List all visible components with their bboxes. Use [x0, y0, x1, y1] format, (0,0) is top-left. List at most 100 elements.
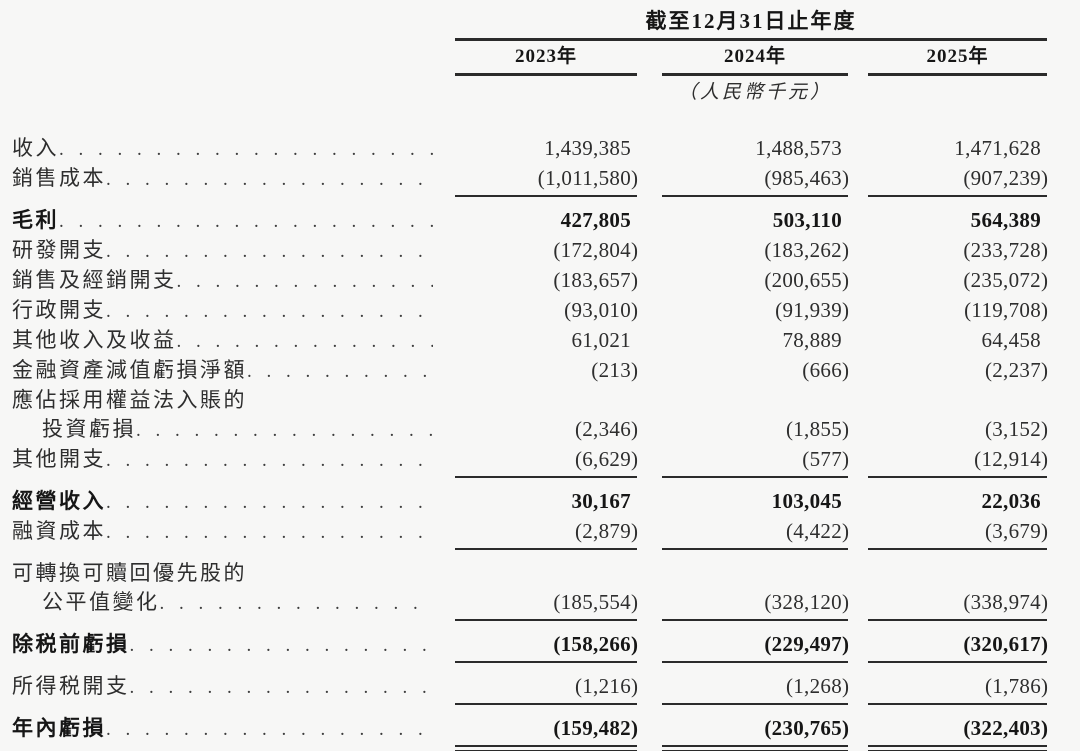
row-label: 收入 [12, 136, 59, 160]
year-column-2025: 2025年 [868, 43, 1047, 76]
value-2023: 30,167 [571, 489, 631, 513]
value-2023: (185,554) [455, 588, 638, 621]
table-body: 收入 1,439,385 1,488,573 1,471,628 銷售成本 (1… [0, 134, 1080, 751]
row-label: 毛利 [12, 208, 59, 232]
dot-leader [106, 445, 433, 475]
value-2025: (322,403) [868, 714, 1048, 751]
table-row: 收入 1,439,385 1,488,573 1,471,628 [0, 134, 1080, 164]
value-2025: (3,679) [868, 517, 1048, 550]
table-row: 金融資產減值虧損淨額 (213) (666) (2,237) [0, 356, 1080, 386]
value-2024: (230,765) [662, 714, 849, 751]
value-2024: (1,855) [785, 417, 850, 441]
value-2025: (338,974) [868, 588, 1048, 621]
row-label-cell: 年內虧損 [12, 714, 445, 744]
row-label-cell: 所得税開支 [12, 672, 445, 702]
row-label-cell: 可轉換可贖回優先股的 [12, 559, 445, 588]
row-label-cell: 銷售及經銷開支 [12, 266, 445, 296]
year-columns-header: 2023年 2024年 2025年 [455, 43, 1047, 76]
dot-leader [130, 672, 434, 702]
value-2023: 427,805 [560, 208, 631, 232]
dot-leader [106, 517, 433, 547]
row-label-cell: 其他收入及收益 [12, 326, 445, 356]
value-2025: (233,728) [963, 238, 1049, 262]
value-2023: (1,011,580) [455, 164, 638, 197]
period-header: 截至12月31日止年度 [645, 9, 857, 33]
dot-leader [130, 630, 434, 660]
table-row: 研發開支 (172,804) (183,262) (233,728) [0, 236, 1080, 266]
value-2024: (985,463) [662, 164, 849, 197]
dot-leader [247, 356, 433, 386]
row-label: 研發開支 [12, 238, 106, 262]
dot-leader [59, 206, 433, 236]
value-2024: 1,488,573 [755, 136, 842, 160]
table-row: 除税前虧損 (158,266) (229,497) (320,617) [0, 630, 1080, 663]
value-2025: (12,914) [868, 445, 1048, 478]
table-row: 行政開支 (93,010) (91,939) (119,708) [0, 296, 1080, 326]
table-row: 所得税開支 (1,216) (1,268) (1,786) [0, 672, 1080, 705]
value-2024: 78,889 [782, 328, 842, 352]
value-2025: (907,239) [868, 164, 1048, 197]
table-row: 經營收入 30,167 103,045 22,036 [0, 487, 1080, 517]
row-label: 其他開支 [12, 447, 106, 471]
value-2025: 564,389 [970, 208, 1041, 232]
row-label-cell: 行政開支 [12, 296, 445, 326]
value-2023: (2,346) [574, 417, 639, 441]
value-2024: (1,268) [662, 672, 849, 705]
row-label: 投資虧損 [42, 417, 136, 441]
table-row: 應佔採用權益法入賬的 [0, 386, 1080, 415]
year-column-2023: 2023年 [455, 43, 637, 76]
row-label: 公平值變化 [42, 590, 160, 614]
value-2024: (200,655) [764, 268, 850, 292]
value-2025: (320,617) [868, 630, 1048, 663]
row-label: 行政開支 [12, 298, 106, 322]
dot-leader [136, 415, 433, 445]
value-2023: 61,021 [571, 328, 631, 352]
row-label-cell: 經營收入 [12, 487, 445, 517]
value-2024: (91,939) [775, 298, 850, 322]
value-2025: 22,036 [981, 489, 1041, 513]
row-label: 銷售及經銷開支 [12, 268, 177, 292]
value-2023: (213) [591, 358, 639, 382]
value-2025: 64,458 [981, 328, 1041, 352]
row-label: 金融資產減值虧損淨額 [12, 358, 247, 382]
table-row: 可轉換可贖回優先股的 [0, 559, 1080, 588]
value-2024: (4,422) [662, 517, 849, 550]
year-column-2024: 2024年 [662, 43, 848, 76]
dot-leader [177, 266, 434, 296]
row-label: 除税前虧損 [12, 632, 130, 656]
value-2023: (1,216) [455, 672, 638, 705]
dot-leader [160, 588, 434, 618]
row-label: 融資成本 [12, 519, 106, 543]
dot-leader [59, 134, 433, 164]
table-row: 其他開支 (6,629) (577) (12,914) [0, 445, 1080, 478]
row-label-cell: 公平值變化 [12, 588, 445, 618]
value-2023: 1,439,385 [544, 136, 631, 160]
table-row: 毛利 427,805 503,110 564,389 [0, 206, 1080, 236]
dot-leader [106, 296, 433, 326]
dot-leader [177, 326, 434, 356]
value-2024: (666) [802, 358, 850, 382]
dot-leader [106, 714, 433, 744]
value-2024: (229,497) [662, 630, 849, 663]
row-label: 其他收入及收益 [12, 328, 177, 352]
value-2025: (1,786) [868, 672, 1048, 705]
row-label: 年內虧損 [12, 716, 106, 740]
row-label: 應佔採用權益法入賬的 [12, 388, 247, 412]
value-2025: (235,072) [963, 268, 1049, 292]
table-row: 公平值變化 (185,554) (328,120) (338,974) [0, 588, 1080, 621]
value-2023: (6,629) [455, 445, 638, 478]
table-row: 其他收入及收益 61,021 78,889 64,458 [0, 326, 1080, 356]
table-row: 銷售及經銷開支 (183,657) (200,655) (235,072) [0, 266, 1080, 296]
value-2025: (3,152) [984, 417, 1049, 441]
value-2023: (159,482) [455, 714, 638, 751]
dot-leader [106, 164, 433, 194]
row-label-cell: 金融資產減值虧損淨額 [12, 356, 445, 386]
value-2024: 103,045 [771, 489, 842, 513]
row-label-cell: 投資虧損 [12, 415, 445, 445]
value-2023: (172,804) [553, 238, 639, 262]
value-2024: (577) [662, 445, 849, 478]
value-2025: 1,471,628 [954, 136, 1041, 160]
value-2023: (158,266) [455, 630, 638, 663]
table-row: 銷售成本 (1,011,580) (985,463) (907,239) [0, 164, 1080, 197]
